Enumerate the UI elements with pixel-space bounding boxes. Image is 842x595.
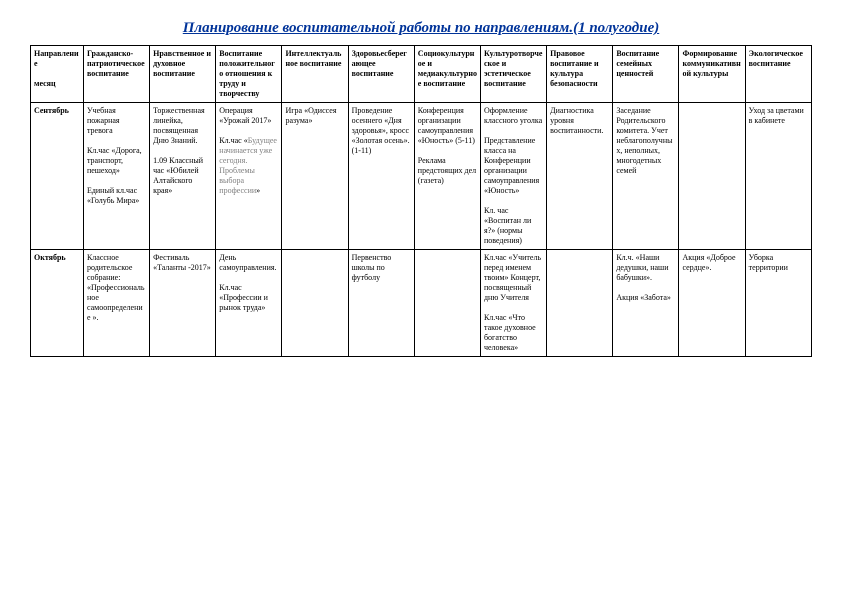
- header-col: Социокультурное и медиакультурное воспит…: [414, 46, 480, 103]
- table-header-row: Направлениемесяц Гражданско-патриотическ…: [31, 46, 812, 103]
- header-col: Гражданско-патриотическое воспитание: [83, 46, 149, 103]
- cell: Проведение осеннего «Дня здоровья», крос…: [348, 103, 414, 250]
- cell: День самоуправления.Кл.час «Профессии и …: [216, 250, 282, 357]
- header-col: Здоровьесберегающее воспитание: [348, 46, 414, 103]
- cell: Акция «Доброе сердце».: [679, 250, 745, 357]
- planning-table: Направлениемесяц Гражданско-патриотическ…: [30, 45, 812, 357]
- header-col: Интеллектуальное воспитание: [282, 46, 348, 103]
- cell: Уход за цветами в кабинете: [745, 103, 811, 250]
- cell: Кл.час «Учитель перед именем твоим» Конц…: [480, 250, 546, 357]
- header-col: Воспитание положительного отношения к тр…: [216, 46, 282, 103]
- cell: Классное родительское собрание: «Професс…: [83, 250, 149, 357]
- page-title: Планирование воспитательной работы по на…: [30, 20, 812, 37]
- header-month: Направлениемесяц: [31, 46, 84, 103]
- cell: [282, 250, 348, 357]
- cell: Кл.ч. «Наши дедушки, наши бабушки».Акция…: [613, 250, 679, 357]
- cell-month: Октябрь: [31, 250, 84, 357]
- cell: [679, 103, 745, 250]
- cell: Учебная пожарная тревогаКл.час «Дорога, …: [83, 103, 149, 250]
- cell: Оформление классного уголкаПредставление…: [480, 103, 546, 250]
- header-col: Нравственное и духовное воспитание: [150, 46, 216, 103]
- cell: [547, 250, 613, 357]
- cell: Конференция организации самоуправления «…: [414, 103, 480, 250]
- cell: Уборка территории: [745, 250, 811, 357]
- header-col: Воспитание семейных ценностей: [613, 46, 679, 103]
- cell: Игра «Одиссея разума»: [282, 103, 348, 250]
- header-col: Экологическое воспитание: [745, 46, 811, 103]
- header-col: Культуротворческое и эстетическое воспит…: [480, 46, 546, 103]
- table-row: Октябрь Классное родительское собрание: …: [31, 250, 812, 357]
- header-col: Формирование коммуникативной культуры: [679, 46, 745, 103]
- cell: Операция «Урожай 2017»Кл.час «Будущее на…: [216, 103, 282, 250]
- cell: Фестиваль «Таланты -2017»: [150, 250, 216, 357]
- cell: Заседание Родительского комитета. Учет н…: [613, 103, 679, 250]
- cell: Торжественная линейка, посвященная Дню З…: [150, 103, 216, 250]
- table-row: Сентябрь Учебная пожарная тревогаКл.час …: [31, 103, 812, 250]
- cell: [414, 250, 480, 357]
- header-col: Правовое воспитание и культура безопасно…: [547, 46, 613, 103]
- cell: Первенство школы по футболу: [348, 250, 414, 357]
- cell: Диагностика уровня воспитанности.: [547, 103, 613, 250]
- cell-month: Сентябрь: [31, 103, 84, 250]
